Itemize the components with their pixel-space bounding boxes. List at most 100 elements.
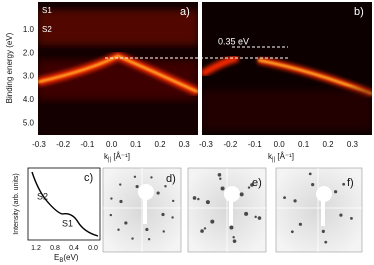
y-tick-label: 4.0	[23, 95, 35, 104]
leed-spot	[324, 240, 328, 244]
label-sub: ||	[272, 157, 276, 163]
x-tick-label: -0.1	[248, 140, 262, 149]
leed-spot	[321, 229, 325, 234]
leed-spot	[257, 216, 262, 220]
leed-spot	[283, 196, 286, 200]
state-label: S1	[42, 6, 52, 15]
panel-label: b)	[354, 6, 364, 18]
leed-spot	[298, 222, 302, 226]
x-tick-label: 0.0	[106, 140, 118, 149]
x-tick-label: 0.3	[347, 140, 359, 149]
leed-spot	[109, 213, 112, 217]
y-tick-label: 1.0	[23, 25, 35, 34]
leed-spot	[192, 196, 197, 200]
x-tick-label: -0.2	[224, 140, 238, 149]
leed-spot	[219, 177, 222, 180]
peak-label: S1	[62, 218, 73, 228]
label-sub: ||	[108, 157, 112, 163]
x-axis-label: EB(eV)	[54, 253, 79, 263]
leed-spot	[229, 225, 234, 230]
leed-spot	[119, 183, 122, 186]
leed-spots	[109, 172, 353, 244]
peak-label: S2	[37, 191, 48, 201]
x-tick-label: 0.3	[179, 140, 191, 149]
leed-spot	[250, 183, 254, 187]
label-main: k	[104, 152, 109, 161]
x-tick-label: 0.8	[50, 245, 60, 252]
leed-spot	[203, 227, 207, 230]
y-axis-label: Binding energy (eV)	[5, 32, 14, 103]
leed-image-e	[187, 167, 267, 253]
tick-labels: 1.0 2.0 3.0 4.0 5.0 -0.3 -0.3 -0.2 -0.2 -0.1 -0.1 0…	[23, 25, 359, 252]
leed-spot	[131, 237, 134, 240]
leed-spot	[342, 182, 346, 186]
leed-spot	[172, 199, 175, 203]
y-tick-label: 2.0	[23, 48, 35, 57]
label-main: E	[54, 253, 59, 262]
leed-spot	[308, 172, 312, 176]
label-main: k	[268, 152, 273, 161]
leed-spot	[239, 192, 244, 197]
label-sub: B	[59, 258, 63, 264]
leed-spot	[150, 176, 153, 179]
arpes-map-a	[38, 2, 198, 135]
x-tick-label: -0.3	[199, 140, 213, 149]
x-axis-label: k|| [Å⁻¹]	[104, 152, 130, 162]
y-tick-label: 5.0	[23, 118, 35, 127]
leed-spot	[197, 197, 200, 201]
leed-spot	[162, 230, 165, 233]
x-tick-label: 0.1	[130, 140, 142, 149]
spectrum-curve	[31, 171, 99, 237]
panel-label: d)	[166, 173, 176, 185]
leed-spot	[161, 212, 165, 217]
panel-label: c)	[84, 172, 93, 184]
x-tick-label: 0.1	[298, 140, 310, 149]
leed-spot	[350, 216, 353, 220]
spectrum-frame	[27, 167, 101, 241]
x-tick-label: 0.2	[154, 140, 166, 149]
leed-image-d	[102, 167, 182, 253]
gap-annotation: 0.35 eV	[218, 36, 249, 46]
x-tick-label: 0.0	[88, 245, 98, 252]
x-axis-label: k|| [Å⁻¹]	[268, 152, 294, 162]
leed-spot	[217, 173, 222, 177]
leed-spot	[254, 215, 257, 219]
leed-spot	[311, 182, 315, 187]
x-tick-label: -0.3	[32, 140, 46, 149]
leed-spot	[220, 186, 225, 191]
y-tick-label: 3.0	[23, 72, 35, 81]
x-tick-label: 0.0	[274, 140, 286, 149]
leed-spot	[145, 227, 149, 232]
leed-spot	[110, 197, 113, 200]
x-tick-label: -0.2	[56, 140, 70, 149]
label-unit: [Å⁻¹]	[275, 152, 294, 161]
leed-spot	[156, 191, 160, 195]
x-tick-label: -0.1	[81, 140, 95, 149]
leed-spot	[171, 216, 174, 219]
leed-spot	[210, 219, 215, 224]
label-unit: (eV)	[63, 253, 78, 262]
panel-label: f)	[347, 177, 354, 189]
panel-label: e)	[252, 177, 262, 189]
arpes-map-b	[202, 2, 372, 135]
leed-spot	[135, 184, 139, 189]
leed-spot	[334, 190, 338, 194]
leed-spot	[119, 199, 123, 204]
leed-spot	[339, 213, 343, 217]
leed-spot	[232, 239, 237, 243]
x-tick-label: 0.4	[69, 245, 79, 252]
leed-spot	[164, 185, 167, 188]
panel-label: a)	[180, 6, 190, 18]
state-label: S2	[42, 25, 52, 34]
x-tick-label: 1.2	[31, 245, 41, 252]
leed-spot	[200, 229, 204, 233]
y-axis-label: Intensity (arb. units)	[13, 173, 20, 234]
leed-image-f	[275, 167, 363, 253]
leed-spot	[247, 186, 251, 189]
x-tick-label: 0.2	[322, 140, 334, 149]
leed-spot	[232, 236, 235, 239]
leed-spot	[244, 211, 249, 216]
leed-spot	[133, 175, 137, 178]
leed-spot	[117, 228, 120, 231]
